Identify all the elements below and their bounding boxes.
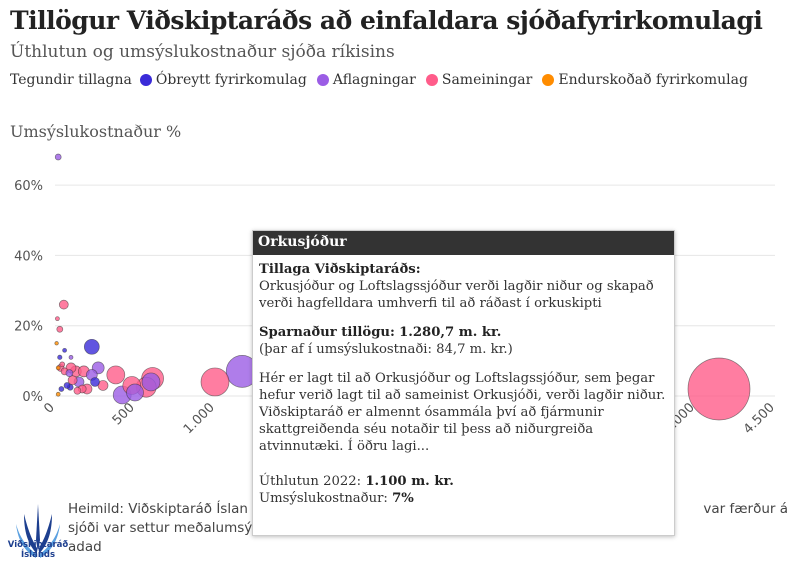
data-point <box>58 386 65 392</box>
data-point <box>55 391 61 397</box>
tooltip-savings-note: (þar af í umsýslukostnaði: 84,7 m. kr.) <box>259 342 513 357</box>
data-point <box>90 377 100 387</box>
data-point <box>54 341 59 346</box>
tooltip-allocation-label: Úthlutun 2022: <box>259 474 362 489</box>
tooltip-cost-label: Umsýslukostnaður: <box>259 491 388 506</box>
legend-label: Óbreytt fyrirkomulag <box>155 72 307 88</box>
y-tick-label: 0% <box>22 390 43 405</box>
data-point <box>62 347 67 353</box>
data-point <box>68 354 74 360</box>
y-tick-label: 20% <box>14 320 43 335</box>
source-line-2: sjóði var settur meðalumsý <box>68 520 253 536</box>
tooltip-description: Hér er lagt til að Orkusjóður og Loftsla… <box>259 371 666 454</box>
data-point <box>83 338 100 355</box>
data-point <box>73 386 82 395</box>
data-point <box>141 372 161 392</box>
y-tick-label: 40% <box>14 249 43 264</box>
tooltip-proposal-heading: Tillaga Viðskiptaráðs: <box>259 262 421 277</box>
data-point <box>56 325 64 333</box>
data-point <box>67 375 78 386</box>
legend-label: Endurskoðað fyrirkomulag <box>558 72 748 88</box>
logo-text: Viðskiptaráð Íslands <box>6 540 70 560</box>
legend-label: Aflagningar <box>332 72 416 88</box>
chart-title: Tillögur Viðskiptaráðs að einfaldara sjó… <box>10 6 763 35</box>
tooltip-proposal-text: Orkusjóður og Loftslagssjóður verði lagð… <box>259 279 654 311</box>
data-point <box>55 316 60 322</box>
tooltip-allocation-value: 1.100 m. kr. <box>365 474 454 489</box>
legend-item-obreytt[interactable]: Óbreytt fyrirkomulag <box>139 72 307 88</box>
source-note: Heimild: Viðskiptaráð Íslan var færður á… <box>68 500 788 557</box>
tooltip-title: Orkusjóður <box>253 231 674 255</box>
data-point <box>106 365 126 385</box>
y-tick-label: 60% <box>14 179 43 194</box>
tooltip-body: Tillaga Viðskiptaráðs: Orkusjóður og Lof… <box>253 255 674 525</box>
data-point <box>57 354 63 360</box>
legend-label: Sameiningar <box>441 72 533 88</box>
logo-text-line-1: Viðskiptaráð <box>7 540 69 550</box>
data-point <box>126 383 144 402</box>
data-point <box>63 382 71 389</box>
data-point <box>54 153 62 161</box>
legend-swatch <box>139 74 152 86</box>
x-tick-label: 1.000 <box>181 400 218 437</box>
data-point <box>58 299 69 310</box>
data-point <box>55 365 61 371</box>
source-line-1-right: var færður á <box>703 501 788 517</box>
legend-swatch <box>316 74 329 86</box>
data-point <box>59 361 66 368</box>
tooltip: Orkusjóður Tillaga Viðskiptaráðs: Orkusj… <box>252 230 675 536</box>
data-point <box>687 357 751 421</box>
tooltip-savings-value: 1.280,7 m. kr. <box>399 325 502 340</box>
x-tick-label: 0 <box>41 400 57 416</box>
legend: Tegundir tillagna Óbreytt fyrirkomulag A… <box>10 72 758 88</box>
legend-item-sameiningar[interactable]: Sameiningar <box>425 72 533 88</box>
tooltip-savings-label: Sparnaður tillögu: <box>259 325 395 340</box>
x-tick-label: 4.500 <box>741 400 778 437</box>
chart-subtitle: Úthlutun og umsýslukostnaður sjóða ríkis… <box>10 42 395 62</box>
legend-item-endurskodad[interactable]: Endurskoðað fyrirkomulag <box>542 72 748 88</box>
x-tick-label: 500 <box>110 400 138 428</box>
data-point <box>65 369 74 378</box>
y-axis-label: Umsýslukostnaður % <box>10 122 182 141</box>
source-line-1: Heimild: Viðskiptaráð Íslan <box>68 501 248 517</box>
source-line-3: adad <box>68 539 102 555</box>
legend-title: Tegundir tillagna <box>10 72 132 88</box>
tooltip-cost-value: 7% <box>392 491 414 506</box>
data-point <box>200 367 230 397</box>
legend-swatch <box>425 74 438 86</box>
legend-swatch <box>542 74 555 86</box>
logo-text-line-2: Íslands <box>20 550 56 560</box>
vidskiptarad-logo-icon <box>16 504 60 558</box>
legend-item-aflagningar[interactable]: Aflagningar <box>316 72 416 88</box>
